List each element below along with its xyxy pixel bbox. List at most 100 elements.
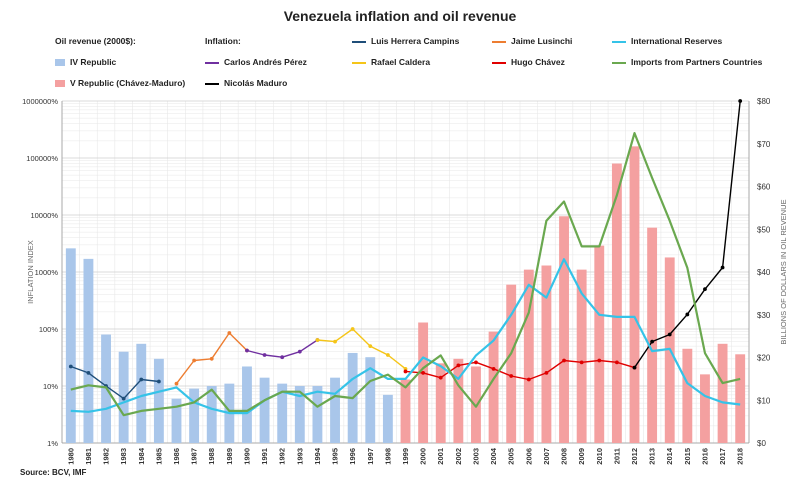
bar	[700, 374, 710, 443]
bar	[735, 354, 746, 443]
series-point	[667, 332, 672, 337]
x-tick-label: 2016	[700, 448, 709, 465]
bar	[682, 348, 693, 443]
series-point	[315, 338, 320, 342]
bar	[242, 366, 252, 443]
series-point	[121, 396, 126, 401]
bar	[153, 358, 164, 443]
legend-swatch	[205, 82, 219, 85]
x-tick-label: 2004	[489, 447, 498, 465]
x-tick-label: 1994	[313, 447, 322, 465]
bar	[171, 398, 182, 443]
legend-label: Imports from Partners Countries	[631, 57, 763, 67]
bar	[647, 227, 658, 443]
x-tick-label: 2011	[612, 448, 621, 464]
series-point	[650, 339, 655, 344]
legend-label: V Republic (Chávez-Maduro)	[70, 78, 186, 88]
x-tick-label: 1998	[383, 448, 392, 465]
series-point	[333, 339, 337, 344]
x-tick-label: 2012	[630, 448, 639, 465]
x-tick-label: 2005	[507, 448, 516, 465]
x-tick-label: 2013	[648, 448, 657, 465]
series-point	[456, 363, 461, 368]
x-tick-label: 2008	[560, 448, 569, 465]
x-tick-label: 2010	[595, 448, 604, 465]
right-tick-label: $70	[757, 140, 771, 149]
series-point	[738, 99, 743, 103]
legend-swatch	[492, 40, 506, 43]
left-tick-label: 1000%	[35, 268, 59, 277]
chart-title: Venezuela inflation and oil revenue	[283, 8, 517, 24]
x-tick-label: 1997	[366, 448, 375, 465]
legend-item-jaime-lusinchi: Jaime Lusinchi	[492, 36, 572, 46]
series-point	[474, 360, 478, 365]
series-line-luis-herrera-campins	[70, 365, 159, 400]
series-point	[526, 377, 531, 382]
bar	[611, 163, 622, 443]
x-tick-label: 2001	[436, 448, 445, 465]
series-point	[632, 365, 637, 370]
bar	[400, 379, 411, 443]
x-tick-label: 1983	[119, 448, 128, 465]
legend-inflation-header: Inflation:	[205, 36, 241, 46]
x-tick-label: 2018	[736, 448, 745, 465]
legend-item-carlos-andres-perez: Carlos Andrés Pérez	[205, 57, 307, 67]
bar	[629, 146, 640, 443]
x-tick-label: 2003	[471, 448, 480, 465]
bar	[717, 343, 728, 443]
bar	[83, 258, 94, 443]
x-tick-label: 2000	[419, 448, 428, 465]
x-tick-label: 2009	[577, 448, 586, 465]
bar	[453, 358, 464, 443]
legend-swatch	[55, 80, 65, 88]
legend-swatch	[55, 59, 65, 67]
x-tick-label: 2015	[683, 448, 692, 465]
right-axis-title: BILLIONS OF DOLLARS IN OIL REVENUE	[779, 199, 788, 344]
bar	[277, 383, 288, 443]
right-tick-label: $0	[757, 439, 766, 448]
right-tick-label: $10	[757, 396, 771, 405]
bar	[418, 322, 429, 443]
legend-swatch	[492, 61, 506, 64]
series-point	[192, 358, 197, 363]
legend-label: Luis Herrera Campins	[371, 36, 460, 46]
series-point	[262, 353, 267, 357]
x-tick-label: 1988	[207, 448, 216, 465]
series-point	[280, 355, 285, 360]
bar	[65, 248, 76, 443]
bar	[294, 386, 305, 443]
series-point	[685, 312, 690, 317]
legend-swatch	[352, 40, 366, 43]
x-tick-label: 1991	[260, 448, 269, 465]
bar	[259, 377, 270, 443]
bar	[488, 331, 499, 443]
legend-item-imports: Imports from Partners Countries	[612, 57, 762, 67]
bar	[312, 386, 323, 443]
legend-oil-header: Oil revenue (2000$):	[55, 36, 136, 46]
legend-item-luis-herrera: Luis Herrera Campins	[352, 36, 459, 46]
x-tick-label: 1981	[84, 448, 93, 465]
left-tick-label: 1%	[47, 439, 58, 448]
series-point	[245, 348, 249, 353]
legend-item-v-republic: V Republic (Chávez-Maduro)	[55, 78, 185, 88]
series-point	[403, 369, 408, 374]
x-tick-label: 1992	[278, 448, 287, 465]
legend-label: International Reserves	[631, 36, 723, 46]
x-tick-label: 1987	[190, 448, 199, 465]
bar	[330, 377, 340, 443]
legend-swatch	[205, 61, 219, 64]
series-line-imports-from-partners-countries	[70, 132, 741, 417]
x-tick-label: 1995	[331, 448, 340, 465]
left-tick-label: 10000%	[30, 211, 58, 220]
legend-item-iv-republic: IV Republic	[55, 57, 116, 67]
series-point	[614, 360, 619, 365]
bar	[382, 394, 393, 443]
legend-label: IV Republic	[70, 57, 117, 67]
bar	[594, 245, 605, 443]
bar	[136, 343, 147, 443]
x-tick-label: 1985	[154, 448, 163, 465]
series-point	[297, 349, 302, 354]
series-point	[156, 379, 161, 384]
series-point	[368, 344, 373, 349]
